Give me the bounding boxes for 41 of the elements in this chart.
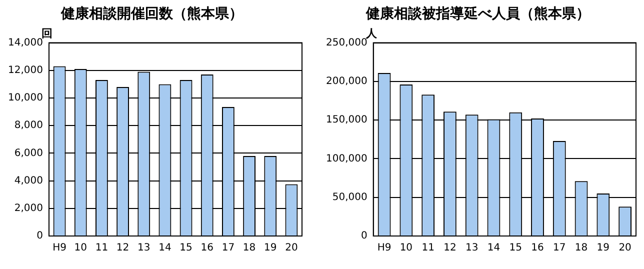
x-tick-label: 12 [116, 242, 130, 254]
x-tick-label: 10 [400, 242, 413, 254]
x-tick-label: 19 [264, 242, 277, 254]
x-tick-label: 17 [222, 242, 235, 254]
y-tick-label: 6,000 [14, 148, 43, 159]
x-tick-label: 20 [285, 242, 298, 254]
x-tick-label: 12 [444, 242, 456, 254]
chart-title: 健康相談被指導延べ人員（熊本県） [365, 5, 590, 22]
y-tick-label: 0 [36, 230, 43, 242]
x-tick-label: 16 [200, 242, 214, 254]
y-tick-label: 100,000 [326, 153, 368, 164]
y-tick-label: 150,000 [326, 114, 368, 126]
y-tick-label: 8,000 [14, 120, 43, 132]
x-tick-label: 18 [574, 242, 588, 254]
x-tick-label: 11 [422, 242, 434, 254]
y-tick-label: 12,000 [8, 64, 43, 76]
y-tick-label: 10,000 [8, 92, 43, 104]
x-tick-label: 17 [553, 242, 566, 254]
y-tick-label: 4,000 [14, 175, 43, 186]
x-tick-label: 16 [531, 242, 544, 254]
x-tick-label: 18 [242, 242, 256, 254]
y-tick-label: 14,000 [8, 37, 43, 48]
x-tick-label: 19 [596, 242, 610, 254]
x-tick-label: H9 [377, 242, 392, 254]
y-tick-label: 250,000 [326, 37, 368, 48]
y-tick-label: 200,000 [326, 76, 368, 88]
x-tick-label: 15 [509, 242, 522, 254]
x-tick-label: 10 [74, 242, 87, 254]
y-tick-label: 2,000 [14, 202, 43, 214]
x-tick-label: 14 [487, 242, 500, 254]
x-tick-label: 14 [158, 242, 172, 254]
x-tick-label: H9 [52, 242, 66, 254]
x-tick-label: 15 [180, 242, 192, 254]
y-tick-label: 0 [360, 230, 368, 242]
x-tick-label: 11 [95, 242, 108, 254]
x-tick-label: 13 [465, 242, 478, 254]
y-tick-label: 50,000 [332, 192, 368, 203]
x-tick-label: 13 [138, 242, 150, 254]
chart-title: 健康相談開催回数（熊本県） [60, 5, 243, 22]
y-axis-title: 回 [41, 27, 52, 40]
x-tick-label: 20 [618, 242, 632, 254]
